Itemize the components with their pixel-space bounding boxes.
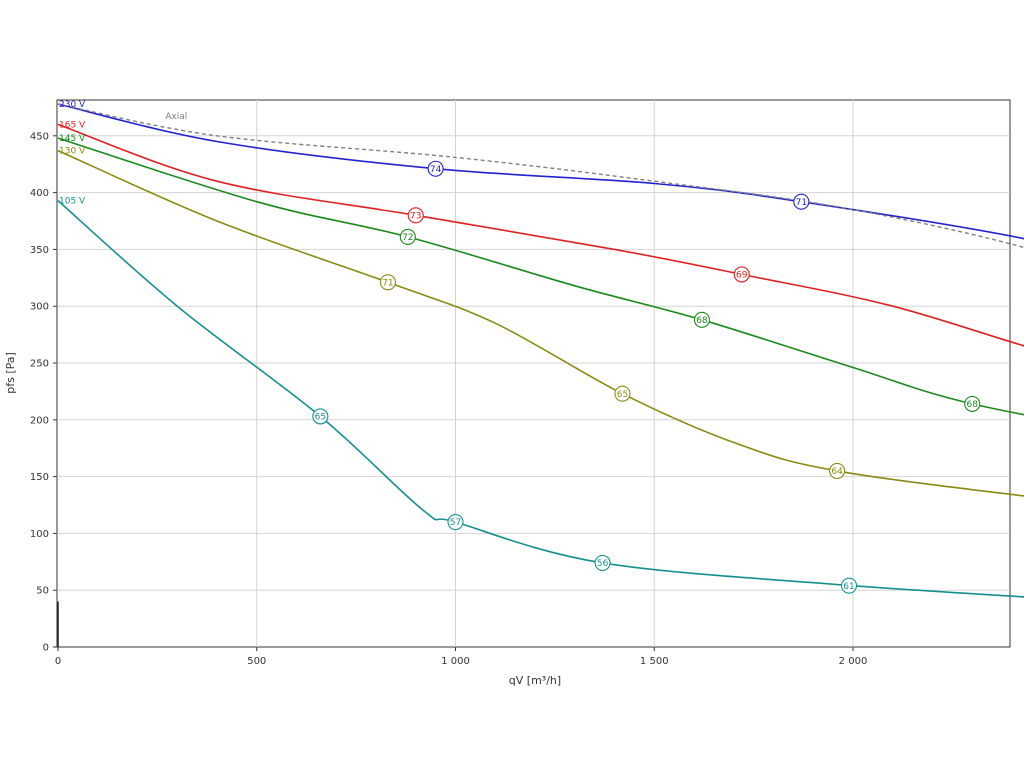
y-tick-label: 300 [30, 302, 49, 313]
curve-145-v [57, 137, 1024, 416]
y-tick-label: 150 [30, 472, 49, 483]
efficiency-marker [793, 193, 810, 210]
curve-label-130-v: 130 V [59, 147, 86, 157]
y-tick-label: 100 [30, 529, 49, 540]
efficiency-marker [447, 513, 464, 531]
efficiency-marker-label: 69 [736, 271, 748, 281]
curve-105-v [57, 200, 1024, 598]
efficiency-marker [427, 160, 444, 177]
x-tick-label: 1 500 [640, 656, 669, 667]
efficiency-marker [399, 228, 416, 245]
efficiency-marker-label: 65 [617, 390, 628, 400]
curve-130-v [57, 149, 1024, 497]
curve-label-axial: Axial [165, 112, 187, 122]
efficiency-marker [829, 462, 846, 479]
efficiency-marker [693, 311, 711, 328]
efficiency-marker-label: 71 [382, 279, 393, 289]
efficiency-marker [840, 577, 858, 594]
curve-label-165-v: 165 V [59, 120, 86, 130]
curve-labels: 230 V 165 V 145 V 130 V 105 V Axial [59, 100, 187, 207]
y-axis-ticks: 0 50 100 150 200 250 300 350 400 450 [30, 131, 57, 654]
grid [57, 100, 1010, 647]
efficiency-marker-label: 64 [831, 467, 843, 477]
efficiency-marker-label: 73 [410, 212, 421, 222]
curves [57, 103, 1024, 647]
y-tick-label: 0 [43, 643, 49, 654]
x-axis-label: qV [m³/h] [509, 674, 561, 687]
curve-label-230-v: 230 V [59, 100, 86, 110]
curve-label-145-v: 145 V [59, 134, 86, 144]
efficiency-marker-label: 56 [597, 559, 609, 569]
efficiency-marker-label: 72 [402, 233, 413, 243]
efficiency-marker [733, 266, 750, 283]
y-axis-label: pfs [Pa] [4, 352, 17, 394]
x-tick-label: 500 [247, 656, 266, 667]
plot-area [56, 99, 1011, 648]
y-tick-label: 350 [30, 245, 49, 256]
y-tick-label: 250 [30, 359, 49, 370]
efficiency-markers: 7471727473697072726868717165646965575661 [312, 160, 981, 594]
curve-axial [57, 103, 1024, 249]
curve-230-v [57, 103, 1024, 240]
efficiency-marker-label: 68 [696, 316, 708, 326]
x-tick-label: 2 000 [839, 656, 868, 667]
efficiency-marker-label: 71 [796, 198, 807, 208]
efficiency-marker [312, 408, 329, 425]
efficiency-marker [964, 395, 981, 412]
efficiency-marker [614, 385, 631, 402]
efficiency-marker-label: 61 [843, 582, 854, 592]
efficiency-marker [379, 274, 396, 291]
efficiency-marker-label: 74 [430, 165, 442, 175]
x-tick-label: 1 000 [441, 656, 470, 667]
curve-label-105-v: 105 V [59, 197, 86, 207]
efficiency-marker-label: 65 [315, 413, 326, 423]
efficiency-marker-label: 57 [450, 518, 461, 528]
x-tick-label: 0 [55, 656, 61, 667]
efficiency-marker [407, 207, 424, 224]
y-tick-label: 450 [30, 131, 49, 142]
efficiency-marker-label: 68 [967, 400, 979, 410]
efficiency-marker [594, 554, 611, 571]
curve-165-v [57, 123, 1024, 347]
y-tick-label: 400 [30, 188, 49, 199]
y-tick-label: 200 [30, 415, 49, 426]
y-tick-label: 50 [36, 586, 49, 597]
